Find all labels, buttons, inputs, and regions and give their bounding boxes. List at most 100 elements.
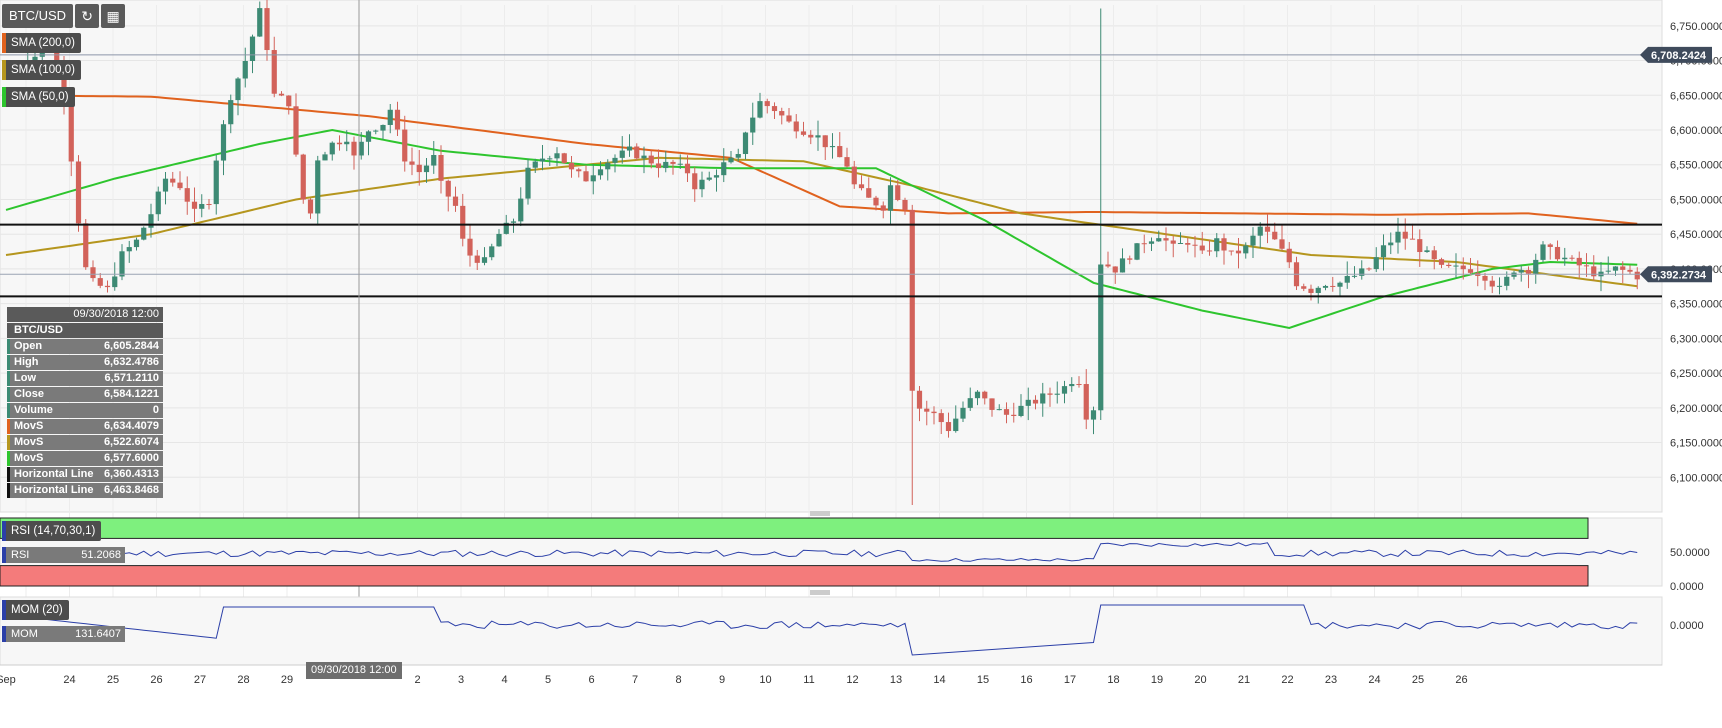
x-tick-label: 26 <box>150 674 162 686</box>
last-price-label: 6,392.2734 <box>1651 269 1707 281</box>
indicator-label: SMA (50,0) <box>11 91 69 103</box>
candle-body <box>808 134 814 138</box>
candle-body <box>1243 245 1249 254</box>
x-tick-label: 24 <box>63 674 75 686</box>
candle-body <box>39 49 45 57</box>
candle-body <box>1098 264 1104 411</box>
candle-body <box>1076 384 1082 386</box>
candle-body <box>1380 245 1387 258</box>
candle-body <box>866 188 872 198</box>
price-tick-label: 6,300.0000 <box>1670 333 1722 345</box>
rsi-value-tag: RSI 51.2068 <box>2 547 125 563</box>
price-tick-label: 6,250.0000 <box>1670 368 1722 380</box>
rsi-oversold-zone <box>0 565 1589 587</box>
candle-body <box>663 161 669 169</box>
candle-body <box>184 188 190 202</box>
candle-body <box>1228 250 1234 252</box>
sma-200-swatch <box>2 33 6 53</box>
candle-body <box>670 161 676 164</box>
mom-value-tag: MOM 131.6407 <box>2 626 125 642</box>
info-row: MovS 6,522.6074 <box>7 435 163 450</box>
sma-100-swatch <box>2 60 6 80</box>
candle-body <box>1134 243 1140 260</box>
x-tick-label: 27 <box>194 674 206 686</box>
candle-body <box>162 178 169 192</box>
info-row: High 6,632.4786 <box>7 355 163 370</box>
candle-body <box>1540 244 1546 260</box>
chart-overlays <box>0 0 1662 665</box>
candle-body <box>300 154 306 200</box>
indicator-sma-200[interactable]: SMA (200,0) <box>2 33 81 53</box>
rsi-pane: 0.0000 50.0000 <box>0 511 1710 593</box>
mom-plot-area <box>0 596 1663 666</box>
indicator-sma-100[interactable]: SMA (100,0) <box>2 60 81 80</box>
moving-averages <box>5 94 1638 330</box>
candle-body <box>1417 239 1423 253</box>
candle-body <box>1047 393 1053 395</box>
candle-body <box>1308 288 1314 293</box>
info-row-value: 6,632.4786 <box>103 356 159 368</box>
info-row-value: 6,522.6074 <box>103 436 159 448</box>
x-tick-label: 12 <box>846 674 858 686</box>
candle-body <box>1090 410 1097 420</box>
x-tick-label: 29 <box>281 674 293 686</box>
candle-body <box>1373 257 1379 270</box>
candle-body <box>416 164 422 173</box>
candle-body <box>735 154 741 158</box>
x-tick-label: 20 <box>1194 674 1206 686</box>
candle-body <box>1634 271 1640 280</box>
info-row-marker <box>7 371 10 386</box>
candle-body <box>641 155 647 159</box>
sma50-line <box>5 128 1638 330</box>
candle-body <box>83 223 89 268</box>
calendar-icon[interactable]: ▦ <box>101 4 126 28</box>
candle-body <box>967 398 973 408</box>
candle-body <box>228 100 234 125</box>
candle-body <box>474 255 480 263</box>
candle-body <box>1322 285 1329 288</box>
sma-50-swatch <box>2 87 6 107</box>
candle-body <box>1177 242 1184 244</box>
candle-body <box>1069 384 1075 387</box>
candle-body <box>692 173 698 190</box>
refresh-icon[interactable]: ↻ <box>75 4 100 28</box>
candle-body <box>1591 266 1597 277</box>
indicator-label: SMA (100,0) <box>11 64 75 76</box>
mom-title[interactable]: MOM (20) <box>2 600 69 620</box>
candle-body <box>293 106 299 155</box>
candle-body <box>1366 268 1372 270</box>
candle-body <box>460 205 466 239</box>
candle-body <box>1489 280 1495 287</box>
rsi-line <box>5 542 1638 562</box>
rsi-label: RSI <box>11 549 30 561</box>
candle-body <box>503 222 509 234</box>
x-tick-label: Sep <box>0 674 16 686</box>
candle-body <box>1337 282 1343 287</box>
candle-body <box>1061 386 1068 394</box>
mom-pane: 0.0000 <box>0 590 1704 666</box>
info-row-value: 6,634.4079 <box>103 420 159 432</box>
candle-body <box>931 411 937 414</box>
candle-body <box>851 166 857 185</box>
indicator-sma-50[interactable]: SMA (50,0) <box>2 87 75 107</box>
candles <box>10 0 1640 506</box>
x-tick-label: 4 <box>501 674 507 686</box>
candle-body <box>206 204 212 206</box>
candle-body <box>402 129 408 162</box>
price-tick-label: 6,600.0000 <box>1670 125 1722 137</box>
candle-body <box>1612 266 1619 271</box>
candle-body <box>960 407 966 419</box>
candle-body <box>1605 270 1611 272</box>
info-row-marker <box>7 435 10 450</box>
candle-body <box>1344 276 1350 283</box>
candle-body <box>764 101 770 107</box>
sma100-line <box>5 156 1638 288</box>
symbol-button[interactable]: BTC/USD <box>2 4 74 28</box>
candle-body <box>1388 242 1394 246</box>
price-tick-label: 6,500.0000 <box>1670 194 1722 206</box>
candle-body <box>1467 269 1474 273</box>
candle-body <box>1221 238 1227 251</box>
info-row-value: 6,571.2110 <box>104 372 159 384</box>
rsi-title[interactable]: RSI (14,70,30,1) <box>2 521 102 541</box>
